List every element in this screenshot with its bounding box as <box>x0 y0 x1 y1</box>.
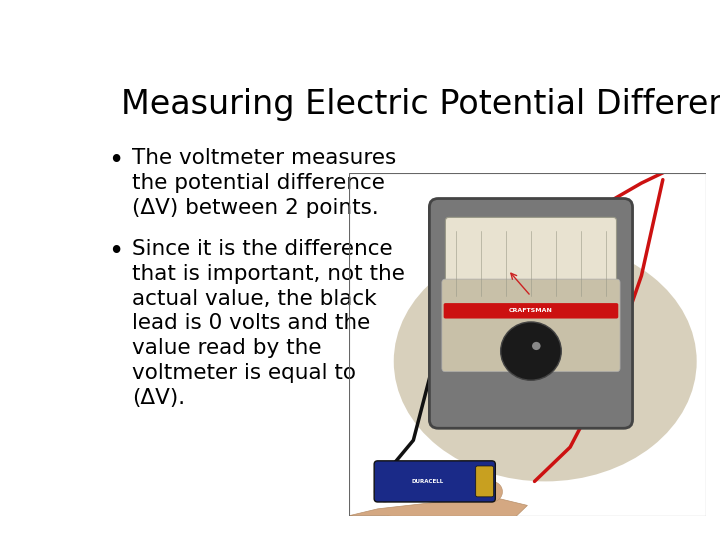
FancyBboxPatch shape <box>476 466 493 497</box>
Ellipse shape <box>446 478 467 498</box>
Text: value read by the: value read by the <box>132 339 321 359</box>
Text: Measuring Electric Potential Difference: Measuring Electric Potential Difference <box>121 87 720 120</box>
Text: The voltmeter measures: The voltmeter measures <box>132 148 396 168</box>
Circle shape <box>500 322 562 380</box>
Text: lead is 0 volts and the: lead is 0 volts and the <box>132 313 370 333</box>
Ellipse shape <box>394 241 697 482</box>
Text: DURACELL: DURACELL <box>412 479 444 484</box>
Text: •: • <box>108 148 123 174</box>
Text: (ΔV) between 2 points.: (ΔV) between 2 points. <box>132 198 379 218</box>
FancyBboxPatch shape <box>444 303 618 319</box>
Text: the potential difference: the potential difference <box>132 173 384 193</box>
Text: Since it is the difference: Since it is the difference <box>132 239 392 259</box>
Circle shape <box>532 342 541 350</box>
Polygon shape <box>349 498 527 523</box>
Ellipse shape <box>410 478 431 498</box>
Ellipse shape <box>481 482 503 502</box>
Text: •: • <box>108 239 123 265</box>
FancyBboxPatch shape <box>442 279 620 372</box>
Text: actual value, the black: actual value, the black <box>132 288 377 308</box>
Text: voltmeter is equal to: voltmeter is equal to <box>132 363 356 383</box>
FancyBboxPatch shape <box>374 461 495 502</box>
Ellipse shape <box>374 482 395 502</box>
Text: (ΔV).: (ΔV). <box>132 388 185 408</box>
FancyBboxPatch shape <box>429 199 633 428</box>
Text: CRAFTSMAN: CRAFTSMAN <box>509 308 553 313</box>
Text: that is important, not the: that is important, not the <box>132 264 405 284</box>
FancyBboxPatch shape <box>446 218 616 307</box>
